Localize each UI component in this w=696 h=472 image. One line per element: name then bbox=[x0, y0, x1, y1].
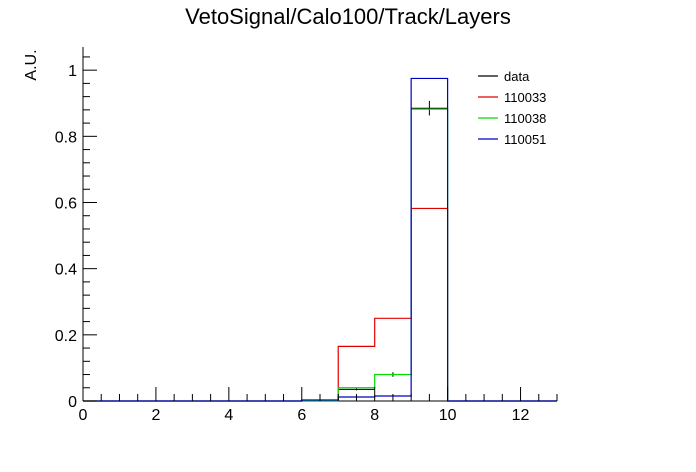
plot-frame bbox=[82, 47, 557, 402]
x-tick-label: 0 bbox=[79, 407, 88, 424]
y-tick-label: 1 bbox=[68, 63, 77, 80]
y-tick-label: 0.6 bbox=[55, 195, 77, 212]
legend-label: data bbox=[504, 69, 530, 84]
data-point bbox=[411, 100, 448, 116]
y-axis-label: A.U. bbox=[23, 49, 40, 80]
axis-ticks: 0 2 4 6 8 10 12 0 0.2 0.4 0.6 0.8 1 bbox=[55, 56, 558, 424]
y-tick-label: 0.8 bbox=[55, 129, 77, 146]
legend-label: 110038 bbox=[504, 111, 546, 126]
y-tick-label: 0.4 bbox=[55, 262, 77, 279]
legend-label: 110033 bbox=[504, 90, 546, 105]
series-110038-step bbox=[83, 108, 557, 402]
series-110033-step bbox=[83, 207, 557, 402]
chart-title: VetoSignal/Calo100/Track/Layers bbox=[185, 4, 511, 29]
x-tick-label: 6 bbox=[297, 407, 306, 424]
data-point bbox=[338, 388, 375, 391]
series-110051-step bbox=[83, 77, 557, 402]
y-tick-label: 0.2 bbox=[55, 328, 77, 345]
legend: data 110033 110038 110051 bbox=[478, 69, 546, 147]
x-tick-label: 4 bbox=[224, 407, 233, 424]
series-layer bbox=[83, 77, 557, 402]
x-tick-label: 12 bbox=[512, 407, 530, 424]
x-tick-label: 8 bbox=[370, 407, 379, 424]
legend-label: 110051 bbox=[504, 132, 546, 147]
x-tick-label: 10 bbox=[439, 407, 457, 424]
x-tick-label: 2 bbox=[151, 407, 160, 424]
y-tick-label: 0 bbox=[68, 394, 77, 411]
